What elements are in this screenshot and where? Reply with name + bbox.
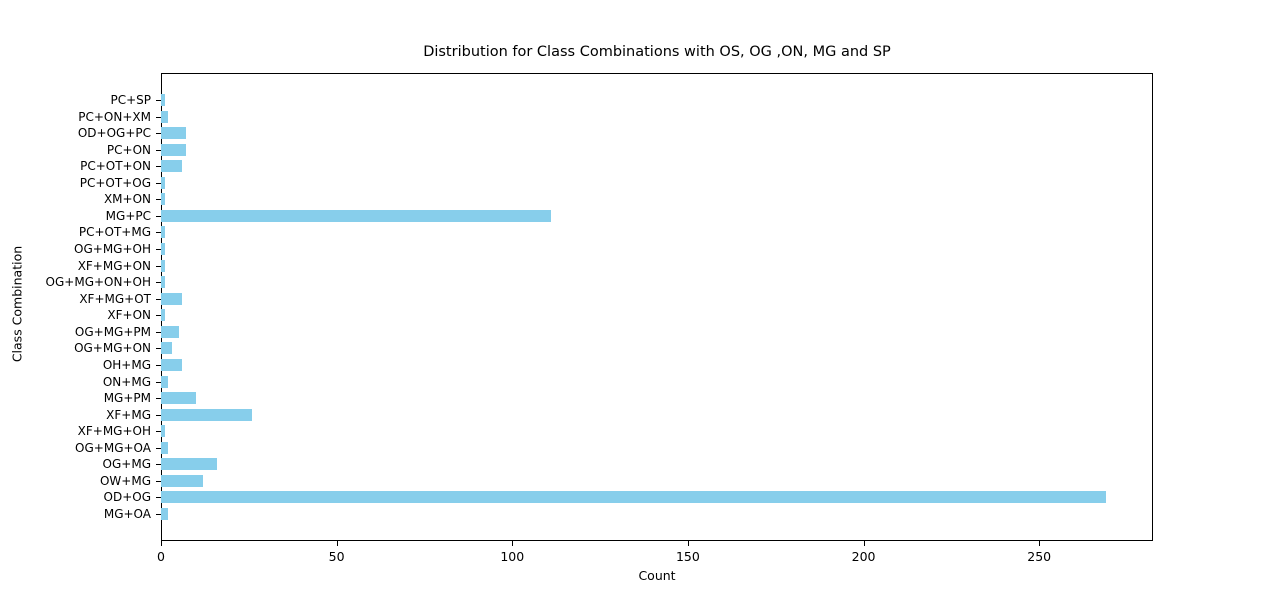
bar (161, 259, 165, 272)
x-tick-mark (687, 541, 689, 546)
y-tick-label: XF+MG+OT (79, 291, 151, 306)
y-tick-mark (156, 298, 161, 300)
y-tick-label: OD+OG (103, 490, 151, 505)
y-tick-mark (156, 232, 161, 234)
y-tick-mark (156, 364, 161, 366)
x-tick-label: 50 (328, 549, 345, 564)
y-tick-mark (156, 414, 161, 416)
y-tick-label: PC+ON+XM (78, 109, 151, 124)
bar (161, 325, 179, 338)
bar (161, 110, 169, 123)
x-tick-label: 0 (157, 549, 165, 564)
y-tick-label: PC+OT+ON (80, 159, 151, 174)
y-tick-mark (156, 166, 161, 168)
y-tick-labels: PC+SP PC+ON+XM OD+OG+PC PC+ON PC+OT+ON PC+OT+… (0, 0, 151, 609)
y-tick-label: XF+ON (107, 308, 151, 323)
y-tick-mark (156, 133, 161, 135)
bar (161, 458, 218, 471)
y-tick-label: OG+MG+ON+OH (45, 275, 151, 290)
bar (161, 226, 165, 239)
bar (161, 474, 204, 487)
y-tick-label: XM+ON (103, 192, 151, 207)
y-tick-label: OD+OG+PC (77, 126, 151, 141)
bar (161, 276, 165, 289)
bar (161, 176, 165, 189)
y-tick-label: OW+MG (99, 473, 151, 488)
y-tick-label: OG+MG+OA (75, 440, 151, 455)
bar (161, 292, 183, 305)
y-tick-label: ON+MG (102, 374, 151, 389)
bar (161, 392, 197, 405)
y-tick-mark (156, 514, 161, 515)
y-tick-mark (156, 100, 161, 101)
y-tick-mark (156, 398, 161, 400)
x-tick-label: 200 (851, 549, 876, 564)
y-tick-mark (156, 381, 161, 383)
x-tick-mark (512, 541, 514, 546)
y-tick-mark (156, 480, 161, 482)
y-tick-mark (156, 199, 161, 201)
x-tick-mark (863, 541, 865, 546)
y-tick-mark (156, 182, 161, 184)
bar (161, 408, 253, 421)
bar (161, 309, 165, 322)
y-tick-label: MG+PC (105, 208, 151, 223)
y-tick-mark (156, 431, 161, 433)
x-axis-label: Count (638, 568, 676, 583)
bar (161, 441, 169, 454)
y-tick-label: PC+SP (110, 93, 151, 107)
y-tick-label: XF+MG (106, 407, 151, 422)
y-tick-label: XF+MG+OH (77, 424, 151, 439)
bar (161, 508, 169, 520)
y-tick-label: MG+OA (103, 507, 151, 521)
bar (161, 193, 165, 206)
bar (161, 127, 186, 140)
y-tick-label: PC+ON (106, 142, 151, 157)
y-tick-label: PC+OT+OG (79, 175, 151, 190)
x-tick-label: 150 (675, 549, 700, 564)
plot-area (161, 73, 1153, 541)
y-tick-mark (156, 282, 161, 284)
x-tick-mark (336, 541, 338, 546)
y-tick-mark (156, 447, 161, 449)
y-tick-mark (156, 497, 161, 499)
y-tick-label: OG+MG+OH (74, 242, 151, 257)
x-tick-mark (161, 541, 162, 546)
bar (161, 491, 1106, 504)
y-tick-mark (156, 149, 161, 151)
bar (161, 375, 169, 388)
x-tick-label: 250 (1027, 549, 1052, 564)
y-tick-mark (156, 331, 161, 333)
bar (161, 209, 551, 222)
x-tick-mark (1039, 541, 1041, 546)
y-tick-label: OG+MG+PM (74, 324, 151, 339)
y-tick-label: OG+MG+ON (74, 341, 151, 356)
bar (161, 143, 186, 156)
chart-title: Distribution for Class Combinations with… (423, 44, 891, 60)
y-tick-mark (156, 315, 161, 317)
y-tick-mark (156, 249, 161, 251)
bar (161, 160, 183, 173)
y-tick-label: OH+MG (102, 357, 151, 372)
y-tick-label: MG+PM (103, 391, 151, 406)
y-tick-mark (156, 265, 161, 267)
bar (161, 358, 183, 371)
y-tick-mark (156, 348, 161, 350)
y-tick-label: PC+OT+MG (78, 225, 151, 240)
bar (161, 425, 165, 438)
y-tick-mark (156, 464, 161, 466)
y-tick-mark (156, 116, 161, 118)
bar (161, 342, 172, 355)
bar (161, 94, 165, 106)
y-tick-label: OG+MG (102, 457, 151, 472)
y-tick-label: XF+MG+ON (77, 258, 151, 273)
x-tick-label: 100 (500, 549, 525, 564)
y-tick-mark (156, 215, 161, 217)
bar (161, 243, 165, 256)
